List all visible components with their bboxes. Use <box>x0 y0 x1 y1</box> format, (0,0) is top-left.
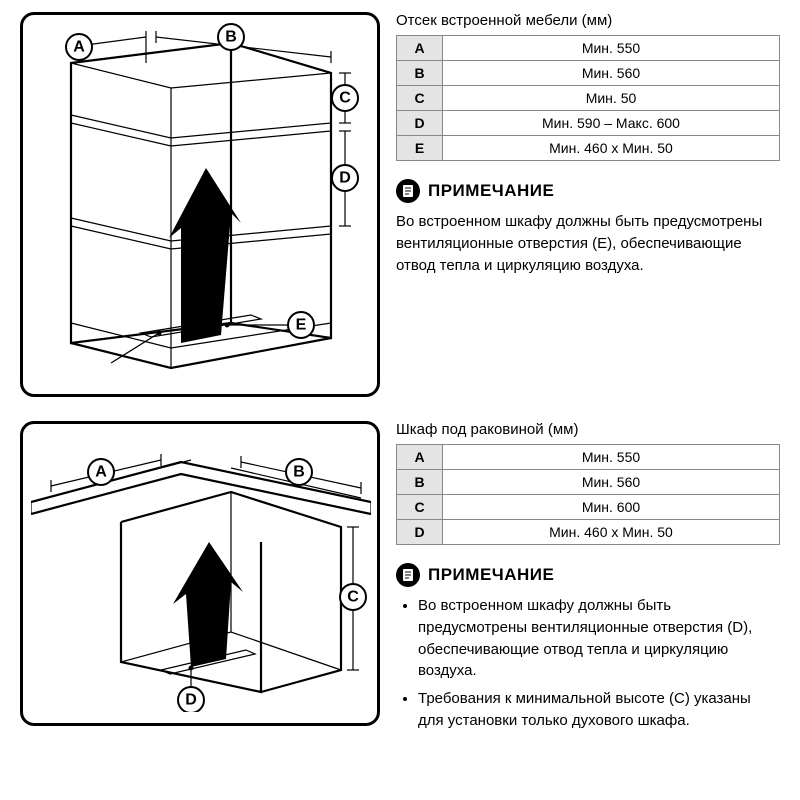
note2-title: ПРИМЕЧАНИЕ <box>428 565 554 585</box>
table-row: BМин. 560 <box>397 61 780 86</box>
svg-text:C: C <box>347 589 359 606</box>
diagram-undersink: A B C D <box>20 421 380 726</box>
note-icon <box>396 179 420 203</box>
table2: AМин. 550 BМин. 560 CМин. 600 DМин. 460 … <box>396 444 780 545</box>
table-row: CМин. 50 <box>397 86 780 111</box>
table1: AМин. 550 BМин. 560 CМин. 50 DМин. 590 –… <box>396 35 780 161</box>
list-item: Во встроенном шкафу должны быть предусмо… <box>418 595 780 682</box>
table-row: CМин. 600 <box>397 495 780 520</box>
section-undersink: A B C D Шкаф под раковиной (мм) AМин. 55… <box>20 421 780 738</box>
table-row: AМин. 550 <box>397 445 780 470</box>
table-row: AМин. 550 <box>397 36 780 61</box>
table-row: DМин. 590 – Макс. 600 <box>397 111 780 136</box>
note-icon <box>396 563 420 587</box>
svg-text:B: B <box>225 29 237 46</box>
table-row: BМин. 560 <box>397 470 780 495</box>
svg-text:B: B <box>293 464 305 481</box>
svg-text:C: C <box>339 90 351 107</box>
svg-text:A: A <box>95 464 107 481</box>
table-row: DМин. 460 x Мин. 50 <box>397 520 780 545</box>
diagram-builtin: A B C D E <box>20 12 380 397</box>
svg-text:D: D <box>339 170 351 187</box>
svg-text:D: D <box>185 692 197 709</box>
table1-title: Отсек встроенной мебели (мм) <box>396 12 780 29</box>
table2-title: Шкаф под раковиной (мм) <box>396 421 780 438</box>
section-builtin: A B C D E Отсек встроенной мебели (мм) A… <box>20 12 780 397</box>
table-row: EМин. 460 x Мин. 50 <box>397 136 780 161</box>
note1-body: Во встроенном шкафу должны быть предусмо… <box>396 211 780 276</box>
svg-text:A: A <box>73 39 85 56</box>
note1-title: ПРИМЕЧАНИЕ <box>428 181 554 201</box>
note2-body: Во встроенном шкафу должны быть предусмо… <box>396 595 780 732</box>
list-item: Требования к минимальной высоте (C) указ… <box>418 688 780 732</box>
svg-text:E: E <box>296 317 307 334</box>
